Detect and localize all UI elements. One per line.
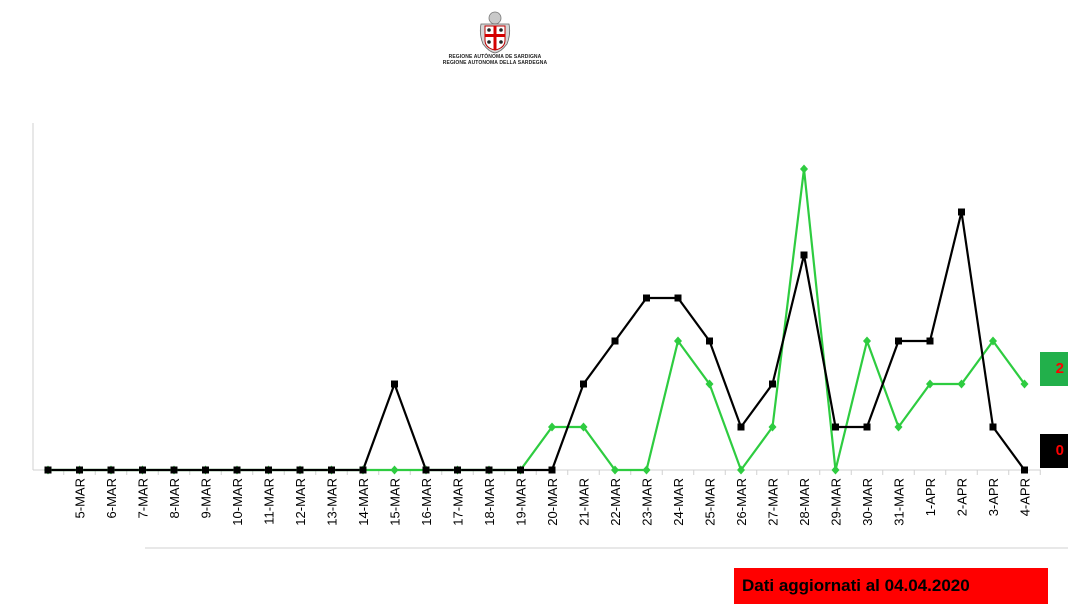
data-point-green — [989, 336, 997, 346]
coat-of-arms-icon — [479, 11, 511, 54]
x-tick-label: 22-MAR — [608, 478, 623, 526]
x-tick-label: 15-MAR — [388, 478, 403, 526]
data-point-black — [422, 466, 430, 474]
data-point-black — [76, 466, 83, 474]
data-point-green — [579, 422, 588, 432]
last-value-green-badge: 2 — [1040, 352, 1068, 386]
data-point-black — [139, 466, 146, 474]
x-tick-label: 17-MAR — [451, 478, 466, 526]
data-point-green — [831, 465, 840, 475]
data-point-black — [800, 251, 808, 259]
data-point-black — [233, 466, 241, 474]
data-point-black — [107, 466, 115, 474]
data-point-green — [894, 422, 903, 432]
x-tick-label: 10-MAR — [230, 478, 245, 526]
x-tick-label: 20-MAR — [545, 478, 560, 526]
data-point-black — [485, 466, 493, 474]
data-point-green — [863, 336, 871, 346]
data-point-black — [517, 466, 524, 474]
data-point-black — [265, 466, 272, 474]
x-tick-label: 21-MAR — [577, 478, 592, 526]
chart-markers — [44, 164, 1029, 475]
org-name-sardinian: REGIONE AUTÒNOMA DE SARDIGNA — [448, 54, 542, 60]
x-tick-label: 12-MAR — [293, 478, 308, 526]
x-tick-label: 14-MAR — [356, 478, 371, 526]
x-tick-label: 2-APR — [955, 478, 970, 516]
series-line-green — [48, 168, 1026, 473]
x-tick-label: 23-MAR — [640, 478, 655, 526]
series-line-black — [48, 211, 1026, 472]
data-point-black — [296, 466, 304, 474]
data-point-black — [44, 466, 52, 474]
x-tick-label: 25-MAR — [703, 478, 718, 526]
data-point-green — [548, 422, 556, 432]
x-tick-label: 28-MAR — [797, 478, 812, 526]
org-name-italian: REGIONE AUTONOMA DELLA SARDEGNA — [442, 60, 548, 66]
last-value-black-badge: 0 — [1040, 434, 1068, 468]
data-point-black — [580, 380, 587, 388]
data-point-black — [895, 337, 902, 345]
data-point-black — [1021, 466, 1028, 474]
data-point-black — [202, 466, 209, 474]
x-tick-label: 29-MAR — [829, 478, 844, 526]
x-tick-label: 16-MAR — [419, 478, 434, 526]
data-point-black — [359, 466, 367, 474]
data-point-black — [170, 466, 178, 474]
x-tick-label: 7-MAR — [136, 478, 151, 518]
data-point-green — [642, 465, 651, 475]
data-point-green — [926, 379, 934, 389]
x-tick-label: 11-MAR — [262, 478, 277, 525]
x-tick-label: 8-MAR — [167, 478, 182, 518]
data-point-black — [769, 380, 776, 388]
data-point-green — [390, 465, 399, 475]
x-tick-label: 4-APR — [1018, 478, 1033, 516]
update-date-banner: Dati aggiornati al 04.04.2020 — [734, 568, 1048, 604]
x-tick-label: 19-MAR — [514, 478, 529, 526]
data-point-black — [454, 466, 461, 474]
data-point-green — [957, 379, 966, 389]
x-tick-label: 9-MAR — [199, 478, 214, 518]
x-tick-label: 13-MAR — [325, 478, 340, 526]
x-tick-label: 26-MAR — [734, 478, 749, 526]
data-point-black — [674, 294, 682, 302]
data-point-black — [737, 423, 745, 431]
chart-tick-labels: 5-MAR 6-MAR 7-MAR 8-MAR 9-MAR 10-MAR 11-MAR 12-… — [73, 478, 1033, 526]
data-point-black — [548, 466, 556, 474]
header: REGIONE AUTÒNOMA DE SARDIGNA REGIONE AUT… — [420, 10, 570, 74]
x-tick-label: 31-MAR — [892, 478, 907, 526]
x-tick-label: 30-MAR — [860, 478, 875, 526]
data-point-black — [863, 423, 871, 431]
x-tick-label: 3-APR — [986, 478, 1001, 516]
data-point-green — [737, 465, 745, 475]
x-tick-label: 27-MAR — [766, 478, 781, 526]
data-point-black — [611, 337, 619, 345]
data-point-black — [328, 466, 335, 474]
data-point-green — [1020, 379, 1029, 389]
data-point-black — [926, 337, 934, 345]
data-point-black — [643, 294, 650, 302]
x-tick-label: 24-MAR — [671, 478, 686, 526]
chart-lines — [48, 168, 1026, 473]
data-point-black — [706, 337, 713, 345]
data-point-green — [674, 336, 682, 346]
x-tick-label: 6-MAR — [104, 478, 119, 518]
x-tick-label: 18-MAR — [482, 478, 497, 526]
x-tick-label: 1-APR — [923, 478, 938, 516]
x-tick-label: 5-MAR — [73, 478, 88, 518]
data-point-green — [705, 379, 714, 389]
data-point-black — [832, 423, 839, 431]
data-point-green — [611, 465, 619, 475]
data-point-black — [958, 208, 965, 216]
data-point-green — [800, 164, 808, 174]
data-point-black — [391, 380, 398, 388]
data-point-green — [768, 422, 777, 432]
data-point-black — [989, 423, 997, 431]
